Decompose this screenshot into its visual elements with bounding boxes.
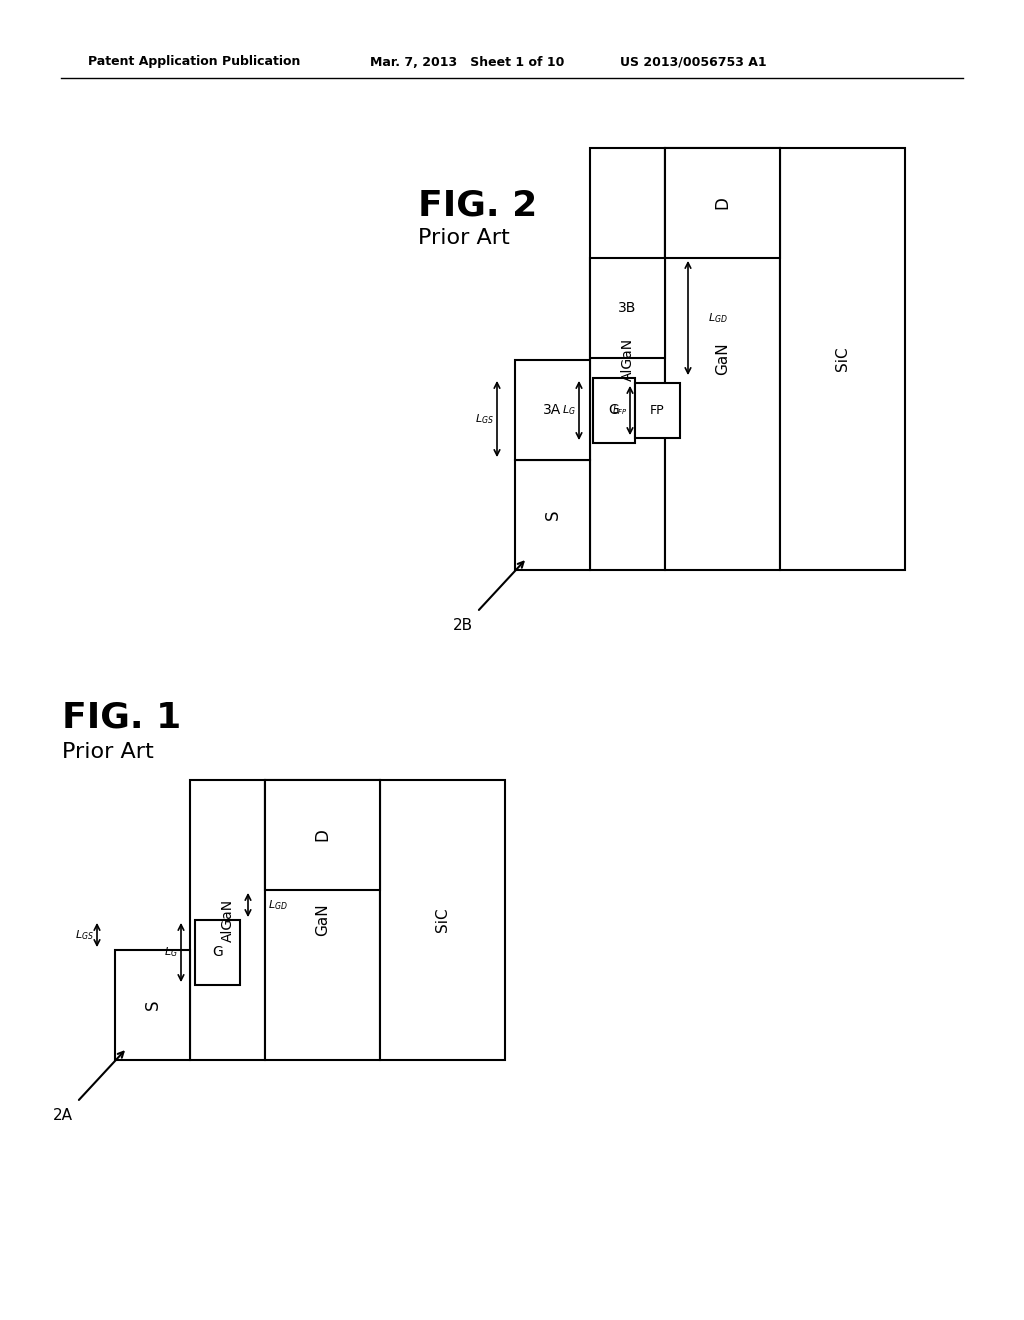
Text: US 2013/0056753 A1: US 2013/0056753 A1	[620, 55, 767, 69]
Text: FIG. 2: FIG. 2	[418, 187, 538, 222]
Bar	[265, 780, 380, 890]
Bar	[515, 360, 590, 459]
Text: 3A: 3A	[544, 403, 561, 417]
Bar	[195, 920, 240, 985]
Text: Prior Art: Prior Art	[418, 228, 510, 248]
Bar	[515, 459, 590, 570]
Text: GaN: GaN	[715, 343, 730, 375]
Text: Mar. 7, 2013   Sheet 1 of 10: Mar. 7, 2013 Sheet 1 of 10	[370, 55, 564, 69]
Bar	[635, 383, 680, 438]
Text: AlGaN: AlGaN	[220, 899, 234, 941]
Text: SiC: SiC	[835, 347, 850, 371]
Text: S: S	[544, 510, 561, 520]
Text: D: D	[714, 197, 731, 210]
Bar	[665, 148, 780, 570]
Text: $L_{GD}$: $L_{GD}$	[708, 312, 728, 325]
Text: $L_{GD}$: $L_{GD}$	[268, 898, 288, 912]
Text: Patent Application Publication: Patent Application Publication	[88, 55, 300, 69]
Text: $L_{FP}$: $L_{FP}$	[611, 404, 627, 417]
Text: SiC: SiC	[435, 908, 450, 932]
Text: 2A: 2A	[53, 1109, 73, 1123]
Text: FP: FP	[650, 404, 665, 417]
Bar	[190, 780, 265, 1060]
Text: $L_{GS}$: $L_{GS}$	[475, 412, 494, 426]
Bar	[665, 148, 780, 257]
Text: $L_G$: $L_G$	[562, 404, 575, 417]
Bar	[115, 950, 190, 1060]
Bar	[780, 148, 905, 570]
Bar	[265, 780, 380, 1060]
Text: FIG. 1: FIG. 1	[62, 701, 181, 735]
Text: GaN: GaN	[315, 904, 330, 936]
Text: G: G	[212, 945, 223, 960]
Text: 2B: 2B	[453, 619, 473, 634]
Bar	[380, 780, 505, 1060]
Text: 3B: 3B	[618, 301, 637, 315]
Bar	[593, 378, 635, 444]
Text: AlGaN: AlGaN	[621, 338, 635, 380]
Text: D: D	[313, 829, 332, 841]
Bar	[590, 148, 665, 570]
Text: $L_G$: $L_G$	[164, 945, 178, 960]
Text: S: S	[143, 999, 162, 1010]
Bar	[590, 257, 665, 358]
Text: G: G	[608, 404, 620, 417]
Text: Prior Art: Prior Art	[62, 742, 154, 762]
Text: $L_{GS}$: $L_{GS}$	[75, 928, 94, 942]
